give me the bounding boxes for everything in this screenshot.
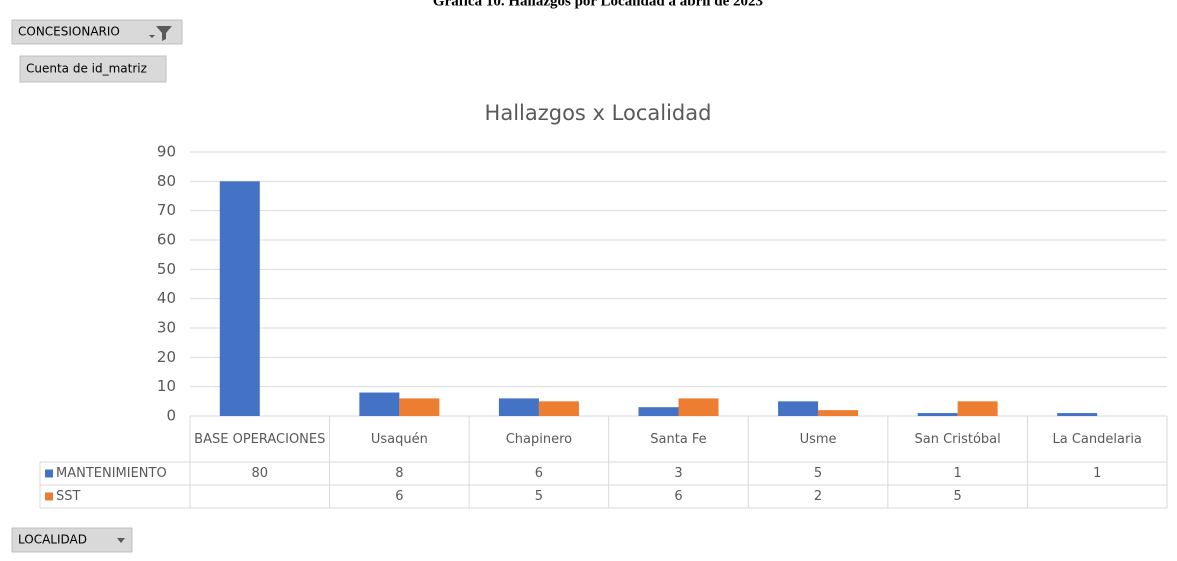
y-tick-label: 50	[157, 260, 176, 278]
bar	[359, 392, 400, 416]
x-category-cell: Usaquén	[370, 431, 428, 447]
y-tick-label: 30	[157, 319, 176, 337]
legend-label: MANTENIMIENTO	[56, 466, 167, 481]
x-category-cell: La Candelaria	[1052, 431, 1142, 447]
x-category-cell: Chapinero	[505, 431, 573, 447]
bar	[818, 410, 859, 416]
x-tick-label: La Candelaria	[1052, 431, 1142, 447]
axis-field-button[interactable]: LOCALIDAD	[11, 527, 133, 553]
y-tick-label: 90	[157, 143, 176, 161]
bar	[399, 398, 440, 416]
button-bg	[11, 527, 133, 553]
button-bg	[19, 55, 167, 83]
x-tick-label: Santa Fe	[650, 431, 707, 447]
x-tick-label: San Cristóbal	[914, 431, 1001, 447]
bar	[957, 401, 998, 416]
button-label: CONCESIONARIO	[18, 25, 120, 39]
button-label: LOCALIDAD	[18, 533, 87, 547]
x-tick-label: Usaquén	[370, 431, 428, 447]
dropdown-icon	[117, 538, 125, 543]
value-field-button[interactable]: Cuenta de id_matriz	[19, 55, 167, 83]
y-tick-label: 70	[157, 201, 176, 219]
y-tick-label: 60	[157, 231, 176, 249]
x-tick-label: BASE OPERACIONES	[194, 431, 326, 447]
figure-caption: Gráfica 10. Hallazgos por Localidad a ab…	[433, 0, 763, 9]
y-tick-label: 80	[157, 172, 176, 190]
x-category-cell: Santa Fe	[650, 431, 707, 447]
data-table-value: 80	[252, 466, 269, 481]
bar	[1057, 413, 1098, 416]
data-table-value: 3	[674, 466, 682, 481]
data-table-value: 1	[1093, 466, 1101, 481]
x-category-cell: San Cristóbal	[914, 431, 1001, 447]
bar	[678, 398, 719, 416]
y-tick-label: 0	[166, 407, 176, 425]
bar	[219, 181, 260, 416]
x-tick-label: Chapinero	[505, 431, 573, 447]
legend-label: SST	[56, 489, 81, 504]
data-table-value: 1	[954, 466, 962, 481]
data-table-value: 5	[954, 489, 962, 504]
button-label: Cuenta de id_matriz	[26, 62, 147, 76]
x-category-cell: BASE OPERACIONES	[194, 431, 326, 447]
dropdown-icon	[149, 35, 155, 38]
data-table-value: 6	[395, 489, 403, 504]
data-table-value: 5	[535, 489, 543, 504]
y-tick-label: 20	[157, 348, 176, 366]
data-table-value: 8	[395, 466, 403, 481]
x-category-cell: Usme	[799, 431, 837, 447]
y-tick-label: 40	[157, 289, 176, 307]
filter-icon	[156, 26, 172, 41]
bar	[538, 401, 579, 416]
button-bg	[11, 19, 183, 45]
x-tick-label: Usme	[799, 431, 837, 447]
bar	[638, 407, 679, 416]
legend-key	[45, 492, 53, 501]
filter-button[interactable]: CONCESIONARIO	[11, 19, 183, 45]
data-table-value: 6	[535, 466, 543, 481]
bar	[917, 413, 958, 416]
legend-key	[45, 469, 53, 478]
data-table-value: 5	[814, 466, 822, 481]
bar	[778, 401, 819, 416]
data-table-value: 2	[814, 489, 822, 504]
chart-title: Hallazgos x Localidad	[485, 101, 712, 125]
data-table-value: 6	[674, 489, 682, 504]
y-tick-label: 10	[157, 377, 176, 395]
bar	[498, 398, 539, 416]
